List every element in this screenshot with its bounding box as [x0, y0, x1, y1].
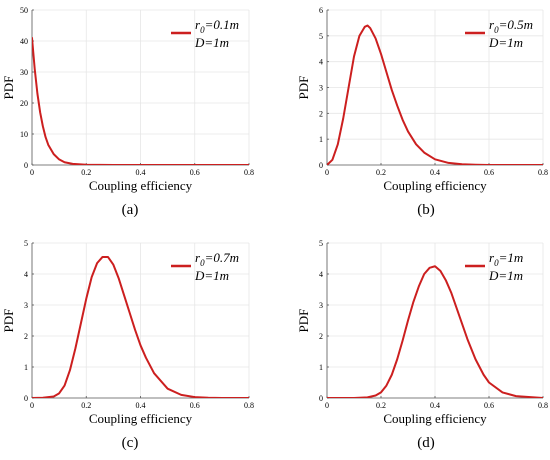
legend-r0: r0=0.5m [489, 17, 533, 35]
x-tick-label: 0.4 [430, 401, 440, 410]
x-tick-label: 0.6 [190, 401, 200, 410]
pdf-curve [32, 36, 249, 165]
x-tick-label: 0.2 [376, 168, 386, 177]
x-tick-label: 0.6 [484, 168, 494, 177]
y-tick-label: 2 [319, 109, 323, 118]
y-axis-label: PDF [296, 309, 311, 333]
legend-r0-subscript: 0 [494, 258, 499, 268]
x-tick-label: 0 [30, 401, 34, 410]
legend-d: D=1m [194, 35, 229, 50]
legend-d: D=1m [194, 268, 229, 283]
x-tick-label: 0.8 [244, 401, 254, 410]
y-tick-label: 3 [24, 301, 28, 310]
x-tick-label: 0.2 [81, 168, 91, 177]
y-tick-label: 1 [319, 363, 323, 372]
legend-r0-subscript: 0 [200, 258, 205, 268]
legend-r0: r0=1m [489, 250, 523, 268]
x-tick-label: 0 [30, 168, 34, 177]
x-tick-label: 0 [325, 168, 329, 177]
x-tick-label: 0.2 [81, 401, 91, 410]
legend: r0=0.1mD=1m [171, 17, 239, 50]
y-tick-label: 0 [24, 394, 28, 403]
y-tick-label: 0 [319, 394, 323, 403]
y-tick-label: 4 [319, 58, 323, 67]
pdf-curve [32, 255, 249, 398]
x-tick-label: 0.8 [538, 401, 548, 410]
legend-r0-subscript: 0 [200, 25, 205, 35]
y-tick-label: 20 [20, 99, 28, 108]
legend-r0-subscript: 0 [494, 25, 499, 35]
y-tick-label: 6 [319, 6, 323, 15]
y-tick-label: 3 [319, 84, 323, 93]
x-tick-label: 0.6 [484, 401, 494, 410]
x-tick-label: 0.6 [190, 168, 200, 177]
panel-caption: (c) [122, 435, 139, 451]
pdf-curve [327, 265, 543, 398]
y-tick-label: 2 [319, 332, 323, 341]
panel-caption: (d) [417, 435, 435, 451]
x-tick-label: 0 [325, 401, 329, 410]
panel-caption: (a) [122, 202, 139, 218]
pdf-curve [327, 24, 543, 165]
panel-d: 0 0.2 0.4 0.6 0.8 0 1 2 3 4 5 Coupling efficiency PD… [296, 239, 548, 451]
y-tick-label: 30 [20, 68, 28, 77]
legend: r0=0.5mD=1m [465, 17, 533, 50]
x-axis-label: Coupling efficiency [383, 178, 487, 193]
x-axis-label: Coupling efficiency [89, 178, 193, 193]
y-tick-label: 1 [24, 363, 28, 372]
x-axis-label: Coupling efficiency [89, 411, 193, 426]
x-axis-label: Coupling efficiency [383, 411, 487, 426]
legend-d: D=1m [488, 268, 523, 283]
y-tick-label: 4 [24, 270, 28, 279]
y-tick-label: 5 [24, 239, 28, 248]
y-tick-label: 40 [20, 37, 28, 46]
y-tick-label: 3 [319, 301, 323, 310]
legend-r0-value: =0.1m [205, 17, 239, 32]
y-tick-label: 5 [319, 239, 323, 248]
y-tick-label: 50 [20, 6, 28, 15]
legend-r0-value: =1m [499, 250, 524, 265]
y-tick-label: 1 [319, 135, 323, 144]
x-tick-label: 0.8 [538, 168, 548, 177]
x-tick-label: 0.8 [244, 168, 254, 177]
x-tick-label: 0.4 [136, 401, 146, 410]
x-tick-label: 0.4 [136, 168, 146, 177]
legend: r0=1mD=1m [465, 250, 523, 283]
y-axis-label: PDF [1, 309, 16, 333]
x-tick-label: 0.4 [430, 168, 440, 177]
y-axis-label: PDF [296, 76, 311, 100]
legend-r0: r0=0.1m [195, 17, 239, 35]
y-tick-label: 0 [319, 161, 323, 170]
y-tick-label: 2 [24, 332, 28, 341]
legend-d: D=1m [488, 35, 523, 50]
legend-r0: r0=0.7m [195, 250, 239, 268]
panel-c: 0 0.2 0.4 0.6 0.8 0 1 2 3 4 5 Coupling efficiency PD… [1, 239, 254, 451]
legend-r0-symbol: r [195, 250, 201, 265]
y-tick-label: 4 [319, 270, 323, 279]
panel-b: 0 0.2 0.4 0.6 0.8 0 1 2 3 4 5 6 Coupling efficiency P… [296, 6, 548, 218]
y-axis-label: PDF [1, 76, 16, 100]
y-tick-label: 10 [20, 130, 28, 139]
x-tick-label: 0.2 [376, 401, 386, 410]
y-tick-label: 0 [24, 161, 28, 170]
legend: r0=0.7mD=1m [171, 250, 239, 283]
legend-r0-symbol: r [489, 250, 495, 265]
legend-r0-value: =0.5m [499, 17, 533, 32]
y-tick-label: 5 [319, 32, 323, 41]
legend-r0-symbol: r [195, 17, 201, 32]
legend-r0-symbol: r [489, 17, 495, 32]
panel-caption: (b) [417, 202, 435, 218]
panel-a: 0 0.2 0.4 0.6 0.8 0 10 20 30 40 50 Coupling efficie… [1, 6, 254, 218]
legend-r0-value: =0.7m [205, 250, 239, 265]
